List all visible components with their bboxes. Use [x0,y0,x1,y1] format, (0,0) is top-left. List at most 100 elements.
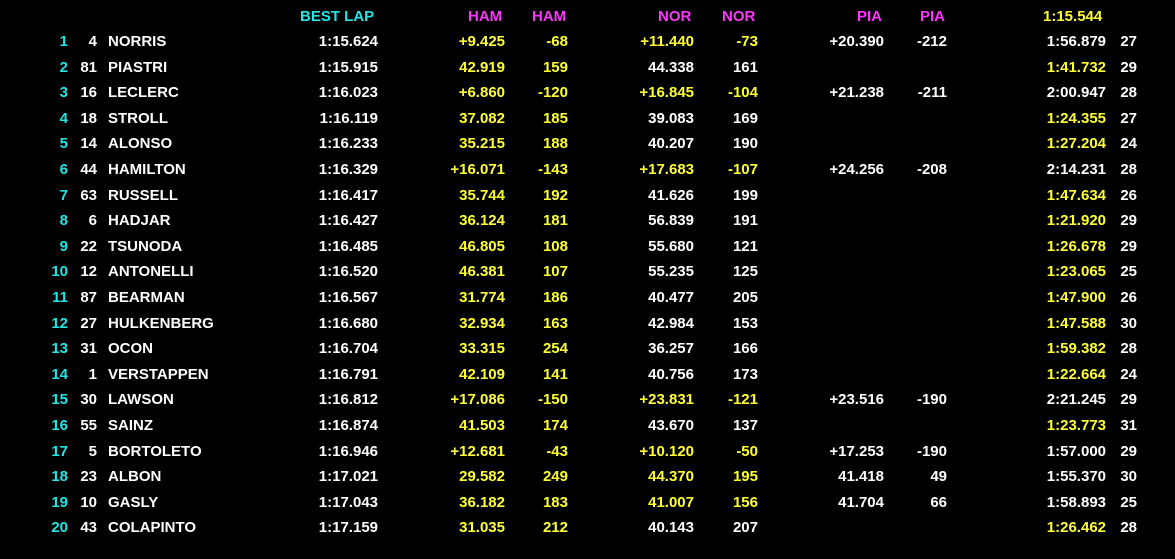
car-number: 27 [80,314,97,332]
position: 1 [59,33,68,50]
ham-gap: +12.681 [450,442,505,460]
lap-time: 1:23.065 [1046,263,1106,281]
position: 11 [52,289,68,306]
lap-time: 1:59.382 [1046,340,1106,358]
position: 2 [59,58,68,76]
driver-name: SAINZ [108,417,153,434]
header-reference-lap: 1:15.544 [1043,8,1103,25]
lap-count: 25 [1120,263,1137,281]
lap-time: 1:47.634 [1046,186,1106,204]
ham-diff: -43 [546,442,568,460]
ham-diff: 186 [542,289,568,306]
best-lap-time: 1:16.680 [318,314,378,332]
lap-count: 29 [1120,442,1137,460]
lap-time: 1:26.678 [1046,237,1106,255]
best-lap-time: 1:16.417 [318,186,378,204]
table-row: 20 43 COLAPINTO 1:17.159 31.035 212 40.143 207 1… [0,516,1175,540]
nor-gap: +17.683 [639,161,694,178]
header-ham-diff: HAM [532,8,567,25]
ham-gap: 41.503 [459,417,505,434]
lap-count: 31 [1120,417,1137,434]
driver-name: BEARMAN [108,289,185,306]
lap-count: 30 [1120,468,1137,486]
table-row: 15 30 LAWSON 1:16.812 +17.086 -150 +23.831 -121… [0,388,1175,412]
pia-gap: +17.253 [829,442,884,460]
nor-diff: -73 [736,33,758,50]
car-number: 12 [80,263,97,281]
table-row: 14 1 VERSTAPPEN 1:16.791 42.109 141 40.756 173 1… [0,363,1175,387]
header-best-lap: BEST LAP [300,8,375,25]
nor-gap: 40.756 [648,365,694,383]
best-lap-time: 1:15.915 [318,58,378,76]
best-lap-time: 1:17.043 [318,493,378,511]
best-lap-time: 1:16.791 [318,365,378,383]
nor-diff: 166 [732,340,758,358]
ham-gap: 33.315 [459,340,505,358]
nor-gap: 41.626 [648,186,694,204]
nor-diff: 137 [732,417,758,434]
lap-count: 29 [1120,237,1137,255]
car-number: 81 [80,58,97,76]
lap-time: 1:23.773 [1046,417,1106,434]
ham-diff: 183 [542,493,568,511]
position: 8 [59,212,68,230]
best-lap-time: 1:16.023 [318,84,378,102]
lap-count: 26 [1120,186,1137,204]
position: 16 [51,417,68,434]
driver-name: OCON [108,340,153,358]
nor-gap: +16.845 [639,84,694,102]
table-row: 7 63 RUSSELL 1:16.417 35.744 192 41.626 199 1:47… [0,184,1175,208]
driver-name: STROLL [108,109,168,127]
driver-name: VERSTAPPEN [108,365,209,383]
driver-name: ANTONELLI [108,263,194,281]
lap-time: 1:21.920 [1046,212,1106,230]
nor-diff: 195 [732,468,758,486]
ham-diff: 212 [542,519,568,537]
best-lap-time: 1:17.021 [318,468,378,486]
best-lap-time: 1:15.624 [318,33,378,50]
driver-name: LAWSON [108,391,174,409]
ham-gap: 46.805 [459,237,505,255]
nor-gap: 55.235 [648,263,694,281]
nor-diff: 125 [732,263,758,281]
best-lap-time: 1:16.874 [318,417,378,434]
ham-diff: 181 [542,212,568,230]
table-row: 12 27 HULKENBERG 1:16.680 32.934 163 42.984 153… [0,312,1175,336]
lap-count: 28 [1120,161,1137,178]
pia-gap: +21.238 [829,84,884,102]
lap-time: 2:14.231 [1046,161,1106,178]
best-lap-time: 1:16.946 [318,442,378,460]
ham-gap: 35.744 [459,186,505,204]
best-lap-time: 1:16.520 [318,263,378,281]
nor-diff: 121 [732,237,758,255]
nor-diff: 190 [732,135,758,153]
lap-count: 26 [1120,289,1137,306]
table-row: 11 87 BEARMAN 1:16.567 31.774 186 40.477 205 1:4… [0,286,1175,310]
lap-count: 29 [1120,212,1137,230]
nor-gap: +10.120 [639,442,694,460]
pia-diff: -208 [916,161,947,178]
ham-diff: -120 [537,84,568,102]
position: 5 [59,135,68,153]
car-number: 18 [80,109,97,127]
car-number: 43 [80,519,97,537]
table-row: 9 22 TSUNODA 1:16.485 46.805 108 55.680 121 1:26… [0,235,1175,259]
pia-diff: 66 [930,493,947,511]
nor-gap: 44.338 [648,58,694,76]
car-number: 31 [80,340,97,358]
lap-time: 1:27.204 [1046,135,1106,153]
car-number: 1 [88,365,97,383]
position: 10 [51,263,68,281]
nor-gap: 41.007 [648,493,694,511]
table-row: 16 55 SAINZ 1:16.874 41.503 174 43.670 137 1:23.… [0,414,1175,438]
ham-gap: 31.035 [459,519,505,537]
nor-diff: -107 [727,161,758,178]
nor-diff: 161 [732,58,758,76]
best-lap-time: 1:16.812 [318,391,378,409]
pia-gap: +20.390 [829,33,884,50]
car-number: 22 [80,237,97,255]
ham-diff: 107 [542,263,568,281]
nor-diff: 205 [732,289,758,306]
car-number: 63 [80,186,97,204]
position: 3 [59,84,68,102]
